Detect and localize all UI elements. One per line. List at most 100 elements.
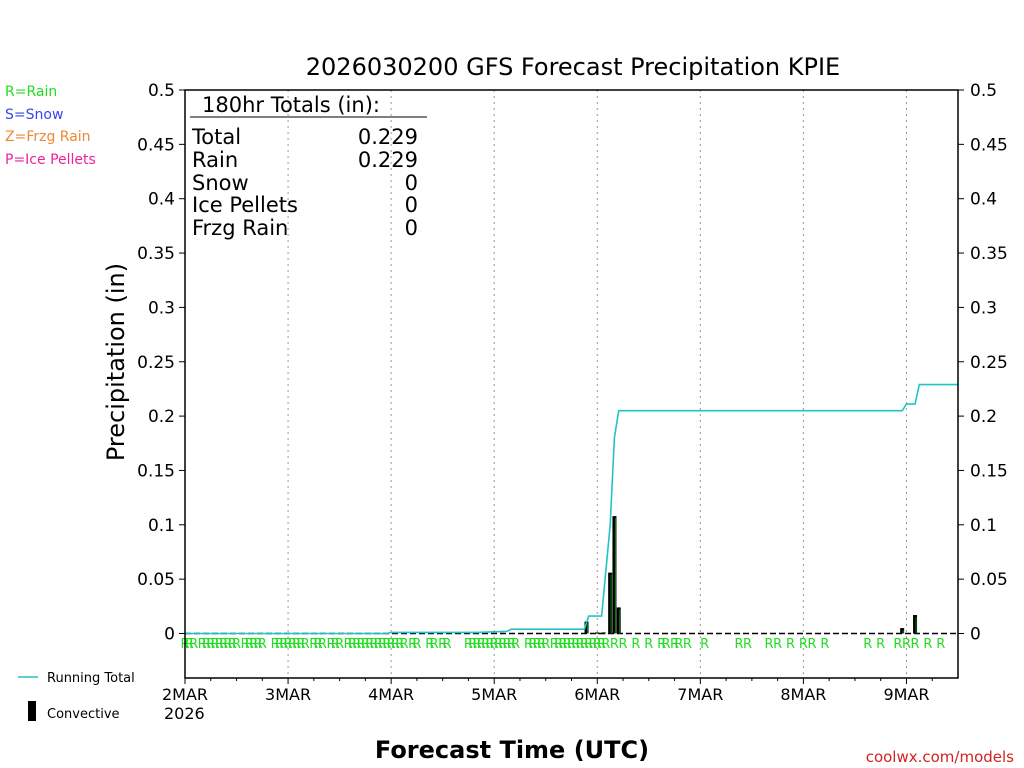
ptype-mark-rain: R bbox=[477, 637, 486, 652]
ptype-mark-rain: R bbox=[563, 637, 572, 652]
ptype-mark-rain: R bbox=[936, 637, 945, 652]
ptype-mark-rain: R bbox=[430, 637, 439, 652]
ptype-mark-rain: R bbox=[309, 637, 318, 652]
ptype-mark-rain: R bbox=[528, 637, 537, 652]
y-tick-label-right: 0.45 bbox=[970, 135, 1008, 155]
ptype-legend-snow: S=Snow bbox=[5, 107, 63, 123]
ptype-mark-rain: R bbox=[442, 637, 451, 652]
y-axis-label: Precipitation (in) bbox=[102, 263, 130, 461]
ptype-mark-rain: R bbox=[558, 637, 567, 652]
ptype-mark-rain: R bbox=[765, 637, 774, 652]
totals-label-frzg-rain: Frzg Rain bbox=[192, 216, 288, 240]
y-tick-label-left: 0.1 bbox=[148, 516, 175, 536]
ptype-mark-rain: R bbox=[399, 637, 408, 652]
ptype-mark-rain: R bbox=[275, 637, 284, 652]
convective-bar bbox=[913, 615, 918, 634]
y-tick-label-left: 0.25 bbox=[137, 353, 175, 373]
ptype-mark-rain: R bbox=[503, 637, 512, 652]
ptype-mark-rain: R bbox=[923, 637, 932, 652]
ptype-mark-rain: R bbox=[357, 637, 366, 652]
y-tick-label-right: 0.5 bbox=[970, 81, 997, 101]
year-label: 2026 bbox=[164, 704, 205, 723]
ptype-mark-rain: R bbox=[464, 637, 473, 652]
x-tick-label: 7MAR bbox=[677, 685, 723, 704]
ptype-mark-rain: R bbox=[206, 637, 215, 652]
totals-label-ice-pellets: Ice Pellets bbox=[192, 193, 298, 217]
ptype-mark-rain: R bbox=[472, 637, 481, 652]
ptype-mark-rain: R bbox=[314, 637, 323, 652]
ptype-mark-rain: R bbox=[593, 637, 602, 652]
y-tick-label-right: 0.15 bbox=[970, 461, 1008, 481]
ptype-mark-rain: R bbox=[331, 637, 340, 652]
ptype-mark-rain: R bbox=[232, 637, 241, 652]
ptype-mark-rain: R bbox=[288, 637, 297, 652]
x-tick-label: 3MAR bbox=[265, 685, 311, 704]
ptype-mark-rain: R bbox=[189, 637, 198, 652]
ptype-mark-rain: R bbox=[820, 637, 829, 652]
ptype-mark-rain: R bbox=[876, 637, 885, 652]
ptype-mark-rain: R bbox=[494, 637, 503, 652]
ptype-mark-rain: R bbox=[644, 637, 653, 652]
x-tick-label: 5MAR bbox=[471, 685, 517, 704]
y-tick-label-left: 0 bbox=[164, 625, 175, 645]
convective-bar bbox=[608, 572, 613, 634]
ptype-mark-rain: R bbox=[631, 637, 640, 652]
running-total-legend-label: Running Total bbox=[47, 671, 135, 686]
totals-value-frzg-rain: 0 bbox=[405, 216, 418, 240]
ptype-mark-rain: R bbox=[597, 637, 606, 652]
ptype-mark-rain: R bbox=[361, 637, 370, 652]
x-ticks: 2MAR 3MAR 4MAR 5MAR 6MAR 7MAR 8MAR 9MAR bbox=[162, 678, 933, 704]
y-tick-label-left: 0.4 bbox=[148, 190, 175, 210]
ptype-mark-rain: R bbox=[511, 637, 520, 652]
ptype-mark-rain: R bbox=[292, 637, 301, 652]
y-tick-label-right: 0.35 bbox=[970, 244, 1008, 264]
ptype-mark-rain: R bbox=[344, 637, 353, 652]
ptype-mark-rain: R bbox=[524, 637, 533, 652]
y-tick-label-left: 0.2 bbox=[148, 407, 175, 427]
ptype-mark-rain: R bbox=[202, 637, 211, 652]
x-tick-label: 9MAR bbox=[883, 685, 929, 704]
y-tick-label-left: 0.5 bbox=[148, 81, 175, 101]
y-tick-label-right: 0.25 bbox=[970, 353, 1008, 373]
ptype-mark-rain: R bbox=[863, 637, 872, 652]
ptype-mark-rain: R bbox=[773, 637, 782, 652]
y-tick-label-left: 0.45 bbox=[137, 135, 175, 155]
ptype-mark-rain: R bbox=[610, 637, 619, 652]
y-tick-label-left: 0.05 bbox=[137, 570, 175, 590]
ptype-mark-rain: R bbox=[219, 637, 228, 652]
totals-label-total: Total bbox=[191, 125, 241, 149]
y-tick-label-right: 0.1 bbox=[970, 516, 997, 536]
ptype-mark-rain: R bbox=[318, 637, 327, 652]
ptype-mark-rain: R bbox=[215, 637, 224, 652]
running-total-line bbox=[185, 383, 958, 635]
ptype-mark-rain: R bbox=[601, 637, 610, 652]
y-ticks-right: 0 0.05 0.1 0.15 0.2 0.25 0.3 0.35 0.4 0.45 0.5 bbox=[958, 81, 1008, 645]
ptype-mark-rain: R bbox=[541, 637, 550, 652]
ptype-mark-rain: R bbox=[382, 637, 391, 652]
x-tick-label: 2MAR bbox=[162, 685, 208, 704]
x-tick-label: 6MAR bbox=[574, 685, 620, 704]
ptype-mark-rain: R bbox=[743, 637, 752, 652]
convective-bar bbox=[601, 632, 606, 634]
ptype-mark-rain: R bbox=[387, 637, 396, 652]
ptype-mark-rain: R bbox=[326, 637, 335, 652]
grid-lines bbox=[287, 90, 907, 678]
ptype-mark-rain: R bbox=[395, 637, 404, 652]
ptype-mark-rain: R bbox=[893, 637, 902, 652]
ptype-mark-rain: R bbox=[481, 637, 490, 652]
ptype-mark-rain: R bbox=[807, 637, 816, 652]
ptype-mark-rain: R bbox=[374, 637, 383, 652]
x-tick-label: 4MAR bbox=[368, 685, 414, 704]
ptype-mark-rain: R bbox=[533, 637, 542, 652]
totals-label-snow: Snow bbox=[192, 171, 249, 195]
y-tick-label-right: 0.05 bbox=[970, 570, 1008, 590]
ptype-mark-rain: R bbox=[799, 637, 808, 652]
convective-bar bbox=[616, 607, 621, 634]
ptype-mark-rain: R bbox=[352, 637, 361, 652]
ptype-mark-rain: R bbox=[485, 637, 494, 652]
ptype-mark-rain: R bbox=[365, 637, 374, 652]
convective-bar bbox=[595, 632, 600, 634]
ptype-mark-rain: R bbox=[700, 637, 709, 652]
ptype-mark-rain: R bbox=[211, 637, 220, 652]
